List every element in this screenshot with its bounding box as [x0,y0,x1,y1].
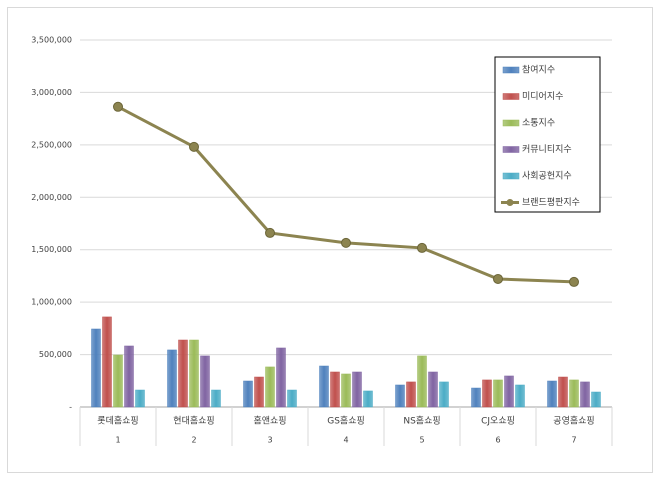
bar [91,328,101,408]
bar [102,316,112,408]
line-marker [265,227,275,238]
bar [569,379,579,408]
bar [341,373,351,408]
y-tick-label: 1,000,000 [31,298,72,307]
legend-swatch [502,146,520,153]
line-marker [569,276,579,287]
bar [113,354,123,408]
x-tick-label: NS홈쇼핑 [403,415,440,427]
line-marker [189,141,199,152]
bar [482,379,492,408]
x-tick-label: 현대홈쇼핑 [173,415,214,427]
bar [406,381,416,408]
legend-swatch [502,93,520,100]
x-tick-number: 6 [495,436,500,445]
legend-swatch [502,66,520,74]
bar [189,339,199,408]
bar [547,380,557,408]
bar [124,345,134,408]
bar [330,371,340,408]
x-tick-label: 롯데홈쇼핑 [97,415,138,427]
y-tick-label: 500,000 [39,350,72,359]
legend-swatch [502,172,520,180]
y-tick-label: 3,500,000 [31,36,72,45]
x-tick-number: 4 [343,436,348,445]
bar [319,365,329,408]
x-tick-label: 공영홈쇼핑 [553,415,594,427]
bar [363,390,373,408]
legend-label: 커뮤니티지수 [522,144,572,155]
y-tick-label: - [69,403,72,412]
x-tick-label: 홈앤쇼핑 [253,415,286,427]
bar [504,375,514,408]
bar [439,381,449,408]
line-marker [113,101,123,112]
bar [352,371,362,408]
bar [395,384,405,408]
bar [167,349,177,408]
legend-label: 브랜드평판지수 [522,197,580,208]
bar [265,366,275,408]
bar [515,384,525,408]
bar [200,355,210,408]
legend-label: 참여지수 [522,64,555,76]
line-marker [417,242,427,253]
x-tick-number: 1 [115,436,120,445]
y-tick-label: 1,500,000 [31,245,72,254]
bar [178,339,188,408]
bar [580,381,590,408]
legend-marker [506,199,514,206]
bar [254,376,264,408]
bar [276,347,286,408]
bar [428,371,438,408]
legend-label: 미디어지수 [522,91,563,102]
y-tick-label: 3,000,000 [31,88,72,97]
bar [471,387,481,408]
bar [211,389,221,408]
y-tick-label: 2,500,000 [31,140,72,149]
legend-swatch [502,119,520,127]
bar [417,355,427,408]
bar [591,391,601,408]
legend-box [494,56,601,213]
line-marker [341,237,351,248]
x-tick-label: CJ오쇼핑 [481,416,515,427]
bar [243,380,253,408]
x-tick-label: GS홈쇼핑 [327,415,365,427]
line-marker [493,273,503,284]
bar [493,379,503,408]
x-tick-number: 7 [571,436,576,445]
legend-label: 소통지수 [522,118,555,129]
x-tick-number: 5 [419,436,424,445]
bar [135,389,145,408]
y-tick-label: 2,000,000 [31,193,72,202]
bar [287,389,297,408]
legend-label: 사회공헌지수 [522,171,572,182]
x-tick-number: 2 [191,436,196,445]
x-tick-number: 3 [267,436,272,445]
bar [558,376,568,408]
